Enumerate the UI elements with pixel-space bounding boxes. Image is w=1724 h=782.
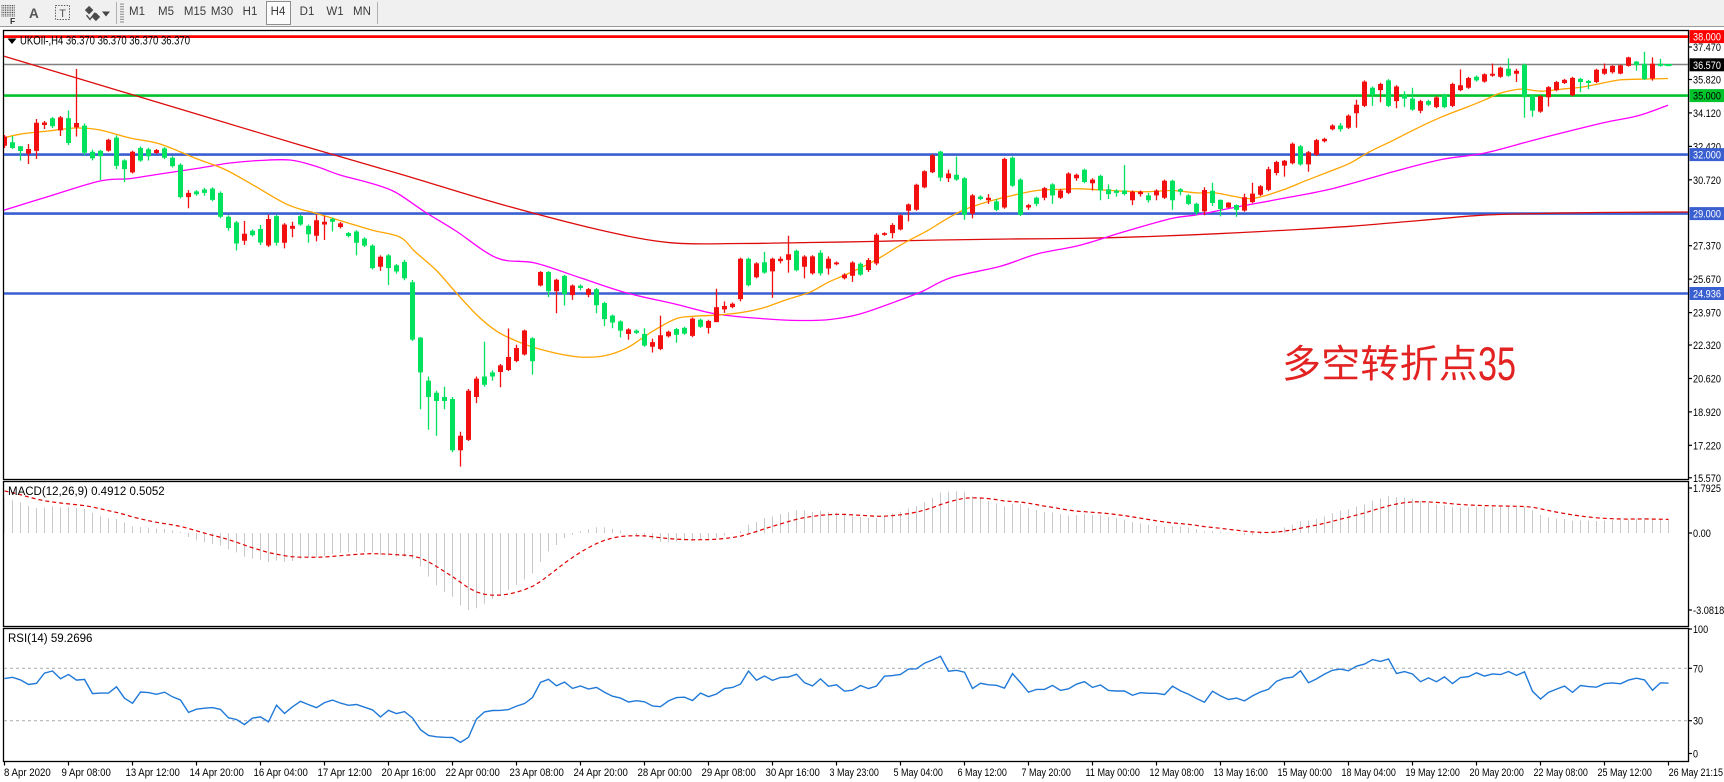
svg-text:100: 100 — [1693, 624, 1708, 636]
svg-text:20 Apr 16:00: 20 Apr 16:00 — [382, 767, 436, 779]
svg-text:15.570: 15.570 — [1693, 473, 1721, 485]
svg-text:30 Apr 16:00: 30 Apr 16:00 — [766, 767, 820, 779]
svg-text:29 Apr 08:00: 29 Apr 08:00 — [702, 767, 756, 779]
svg-text:35.000: 35.000 — [1693, 91, 1721, 103]
svg-text:17 Apr 12:00: 17 Apr 12:00 — [318, 767, 372, 779]
svg-text:35.820: 35.820 — [1693, 75, 1721, 87]
svg-text:30.720: 30.720 — [1693, 175, 1721, 187]
svg-text:37.470: 37.470 — [1693, 42, 1721, 54]
svg-text:32.000: 32.000 — [1693, 150, 1721, 162]
svg-text:23.970: 23.970 — [1693, 308, 1721, 320]
svg-text:23 Apr 08:00: 23 Apr 08:00 — [510, 767, 564, 779]
svg-text:13 May 16:00: 13 May 16:00 — [1214, 767, 1268, 779]
svg-text:0.00: 0.00 — [1693, 528, 1711, 540]
svg-text:22 May 08:00: 22 May 08:00 — [1534, 767, 1588, 779]
svg-text:29.000: 29.000 — [1693, 209, 1721, 221]
svg-text:RSI(14) 59.2696: RSI(14) 59.2696 — [8, 633, 92, 645]
svg-text:38.000: 38.000 — [1693, 32, 1721, 44]
svg-text:11 May 00:00: 11 May 00:00 — [1086, 767, 1140, 779]
svg-text:18 May 04:00: 18 May 04:00 — [1342, 767, 1396, 779]
svg-text:36.570: 36.570 — [1693, 60, 1721, 72]
svg-text:20 May 20:00: 20 May 20:00 — [1470, 767, 1524, 779]
svg-text:70: 70 — [1693, 663, 1703, 675]
svg-text:25.670: 25.670 — [1693, 274, 1721, 286]
svg-text:-3.0818: -3.0818 — [1693, 605, 1724, 617]
svg-text:8 Apr 2020: 8 Apr 2020 — [4, 767, 51, 779]
svg-text:19 May 12:00: 19 May 12:00 — [1406, 767, 1460, 779]
svg-text:F: F — [10, 16, 15, 25]
svg-text:30: 30 — [1693, 716, 1703, 728]
svg-text:24.936: 24.936 — [1693, 289, 1721, 301]
svg-text:26 May 21:15: 26 May 21:15 — [1669, 767, 1723, 779]
svg-text:MACD(12,26,9) 0.4912 0.5052: MACD(12,26,9) 0.4912 0.5052 — [8, 486, 165, 498]
svg-text:16 Apr 04:00: 16 Apr 04:00 — [254, 767, 308, 779]
svg-text:UKOIl-,H4 36.370 36.370 36.37: UKOIl-,H4 36.370 36.370 36.370 36.370 — [20, 34, 190, 48]
svg-text:3 May 23:00: 3 May 23:00 — [830, 767, 879, 779]
svg-text:6 May 12:00: 6 May 12:00 — [958, 767, 1007, 779]
svg-text:14 Apr 20:00: 14 Apr 20:00 — [190, 767, 244, 779]
svg-text:0: 0 — [1693, 749, 1698, 761]
svg-text:7 May 20:00: 7 May 20:00 — [1022, 767, 1071, 779]
svg-text:5 May 04:00: 5 May 04:00 — [894, 767, 943, 779]
svg-text:9 Apr 08:00: 9 Apr 08:00 — [62, 767, 111, 779]
svg-text:1.7925: 1.7925 — [1693, 483, 1721, 495]
svg-text:25 May 12:00: 25 May 12:00 — [1598, 767, 1652, 779]
svg-text:20.620: 20.620 — [1693, 374, 1721, 386]
svg-text:T: T — [59, 8, 66, 20]
svg-text:12 May 08:00: 12 May 08:00 — [1150, 767, 1204, 779]
svg-text:15 May 00:00: 15 May 00:00 — [1278, 767, 1332, 779]
svg-text:28 Apr 00:00: 28 Apr 00:00 — [638, 767, 692, 779]
svg-text:13 Apr 12:00: 13 Apr 12:00 — [126, 767, 180, 779]
svg-text:22.320: 22.320 — [1693, 340, 1721, 352]
svg-text:35: 35 — [1478, 337, 1516, 390]
svg-text:27.370: 27.370 — [1693, 241, 1721, 253]
svg-text:24 Apr 20:00: 24 Apr 20:00 — [574, 767, 628, 779]
svg-text:17.220: 17.220 — [1693, 440, 1721, 452]
svg-text:22 Apr 00:00: 22 Apr 00:00 — [446, 767, 500, 779]
svg-text:18.920: 18.920 — [1693, 407, 1721, 419]
svg-text:34.120: 34.120 — [1693, 108, 1721, 120]
